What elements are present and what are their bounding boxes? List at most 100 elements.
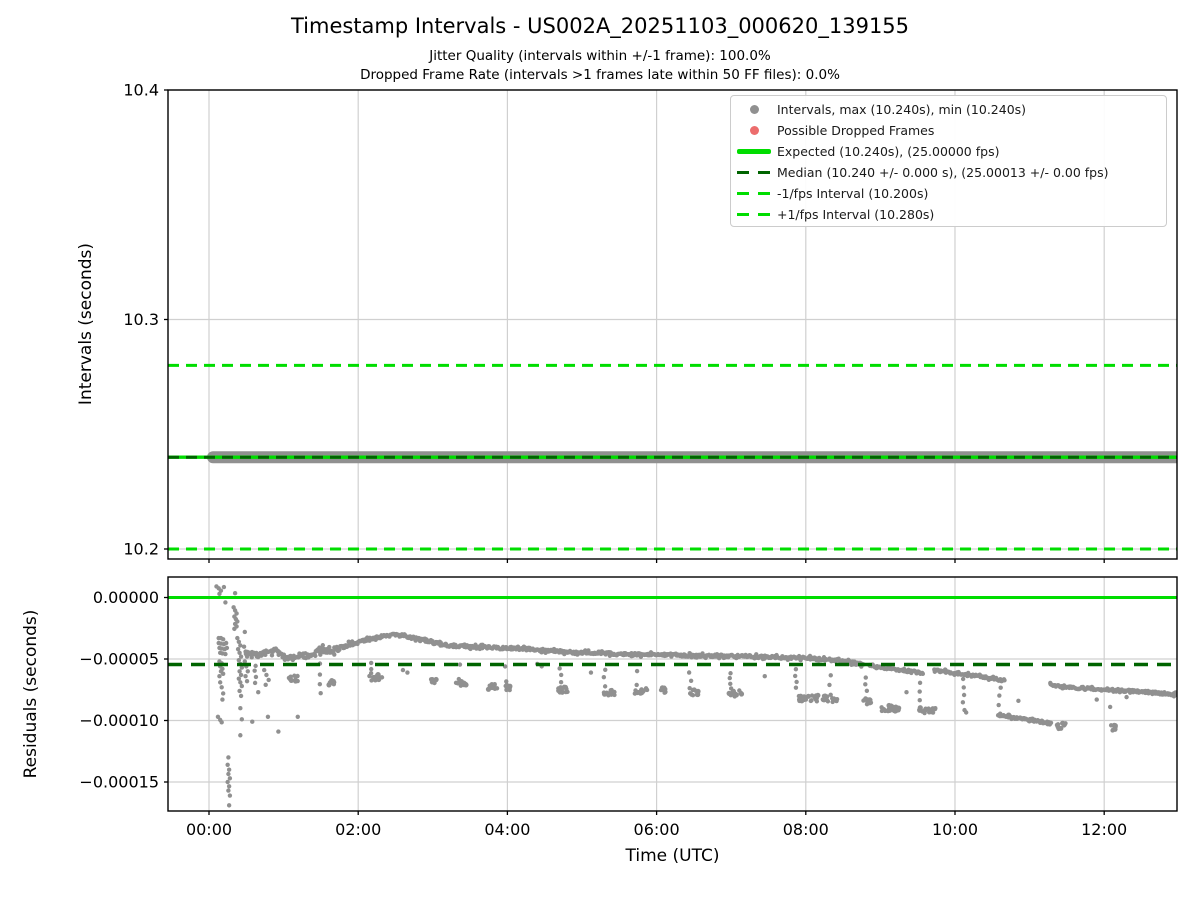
- scatter-point: [217, 674, 222, 679]
- scatter-point: [295, 714, 300, 720]
- xtick-label: 06:00: [634, 820, 680, 839]
- scatter-point: [236, 676, 242, 681]
- scatter-point: [824, 694, 830, 699]
- scatter-point: [317, 681, 323, 687]
- scatter-point: [507, 687, 512, 693]
- scatter-point: [237, 688, 242, 694]
- scatter-point: [225, 762, 230, 767]
- scatter-point: [609, 692, 614, 697]
- legend-label: Expected (10.240s), (25.00000 fps): [777, 144, 1000, 159]
- scatter-point: [250, 719, 255, 724]
- scatter-point: [492, 682, 497, 687]
- scatter-point: [927, 708, 932, 713]
- residuals-data: [214, 584, 1177, 808]
- scatter-point: [1124, 694, 1129, 700]
- scatter-point: [727, 675, 732, 681]
- scatter-point: [863, 675, 868, 680]
- scatter-point: [253, 674, 259, 680]
- chart-subtitle-dropped-frame-rate: Dropped Frame Rate (intervals >1 frames …: [360, 67, 840, 83]
- scatter-point: [689, 692, 694, 697]
- scatter-point: [996, 702, 1001, 708]
- scatter-point: [1048, 720, 1054, 725]
- scatter-marker-icon: [731, 105, 777, 114]
- scatter-point: [232, 626, 237, 632]
- scatter-point: [560, 686, 565, 691]
- scatter-point: [917, 680, 923, 686]
- scatter-point: [332, 652, 337, 657]
- scatter-point: [318, 690, 323, 696]
- scatter-point: [603, 667, 608, 673]
- scatter-point: [226, 784, 232, 789]
- scatter-point: [556, 686, 561, 691]
- scatter-point: [238, 643, 243, 648]
- scatter-point: [864, 688, 870, 694]
- dashed-line-icon: [731, 191, 777, 196]
- scatter-point: [1173, 690, 1177, 695]
- scatter-point: [961, 685, 966, 690]
- scatter-point: [266, 677, 271, 683]
- scatter-point: [217, 680, 223, 685]
- scatter-point: [825, 699, 831, 704]
- scatter-point: [997, 693, 1002, 698]
- scatter-point: [867, 697, 872, 702]
- scatter-point: [264, 672, 269, 678]
- legend-entry-plus-1fps: +1/fps Interval (10.280s): [731, 204, 1166, 225]
- scatter-point: [317, 672, 323, 677]
- scatter-point: [1107, 704, 1113, 710]
- residuals-ticks: [164, 596, 1105, 815]
- scatter-point: [896, 705, 902, 711]
- scatter-point: [457, 662, 463, 667]
- scatter-point: [295, 678, 300, 684]
- scatter-point: [245, 669, 250, 674]
- scatter-point: [220, 671, 226, 676]
- scatter-point: [238, 733, 243, 738]
- scatter-point: [292, 673, 297, 678]
- scatter-point: [223, 600, 228, 605]
- scatter-point: [295, 673, 300, 679]
- scatter-point: [252, 668, 257, 673]
- legend-entry-median: Median (10.240 +/- 0.000 s), (25.00013 +…: [731, 162, 1166, 183]
- scatter-point: [502, 664, 508, 669]
- scatter-point: [244, 678, 250, 684]
- scatter-point: [492, 686, 497, 691]
- scatter-point: [640, 688, 646, 694]
- scatter-marker-icon: [731, 126, 777, 135]
- scatter-point: [371, 675, 376, 680]
- scatter-point: [219, 720, 224, 725]
- legend-entry-intervals: Intervals, max (10.240s), min (10.240s): [731, 99, 1166, 120]
- scatter-point: [728, 681, 733, 687]
- scatter-point: [242, 629, 248, 635]
- scatter-point: [327, 644, 332, 650]
- scatter-point: [224, 645, 230, 651]
- scatter-point: [337, 647, 342, 652]
- scatter-point: [920, 671, 926, 677]
- scatter-point: [880, 706, 885, 712]
- scatter-point: [688, 678, 694, 683]
- scatter-point: [456, 676, 462, 682]
- scatter-point: [644, 687, 649, 693]
- scatter-point: [762, 674, 767, 679]
- scatter-point: [453, 680, 459, 686]
- scatter-point: [821, 697, 827, 703]
- scatter-point: [588, 670, 594, 675]
- xtick-label: 12:00: [1081, 820, 1127, 839]
- scatter-point: [215, 714, 221, 720]
- scatter-point: [262, 667, 267, 673]
- residuals-ref-lines: [168, 596, 1177, 667]
- legend-label: Possible Dropped Frames: [777, 123, 935, 138]
- scatter-point: [320, 643, 326, 648]
- scatter-point: [458, 683, 464, 688]
- scatter-point: [220, 637, 226, 642]
- legend-label: -1/fps Interval (10.200s): [777, 186, 929, 201]
- scatter-point: [793, 667, 799, 672]
- scatter-point: [686, 670, 692, 675]
- scatter-point: [241, 644, 247, 649]
- scatter-point: [243, 674, 248, 679]
- scatter-point: [891, 707, 897, 714]
- scatter-point: [728, 693, 734, 698]
- scatter-point: [368, 671, 374, 676]
- scatter-point: [864, 701, 870, 707]
- scatter-point: [242, 659, 248, 664]
- scatter-point: [217, 591, 222, 597]
